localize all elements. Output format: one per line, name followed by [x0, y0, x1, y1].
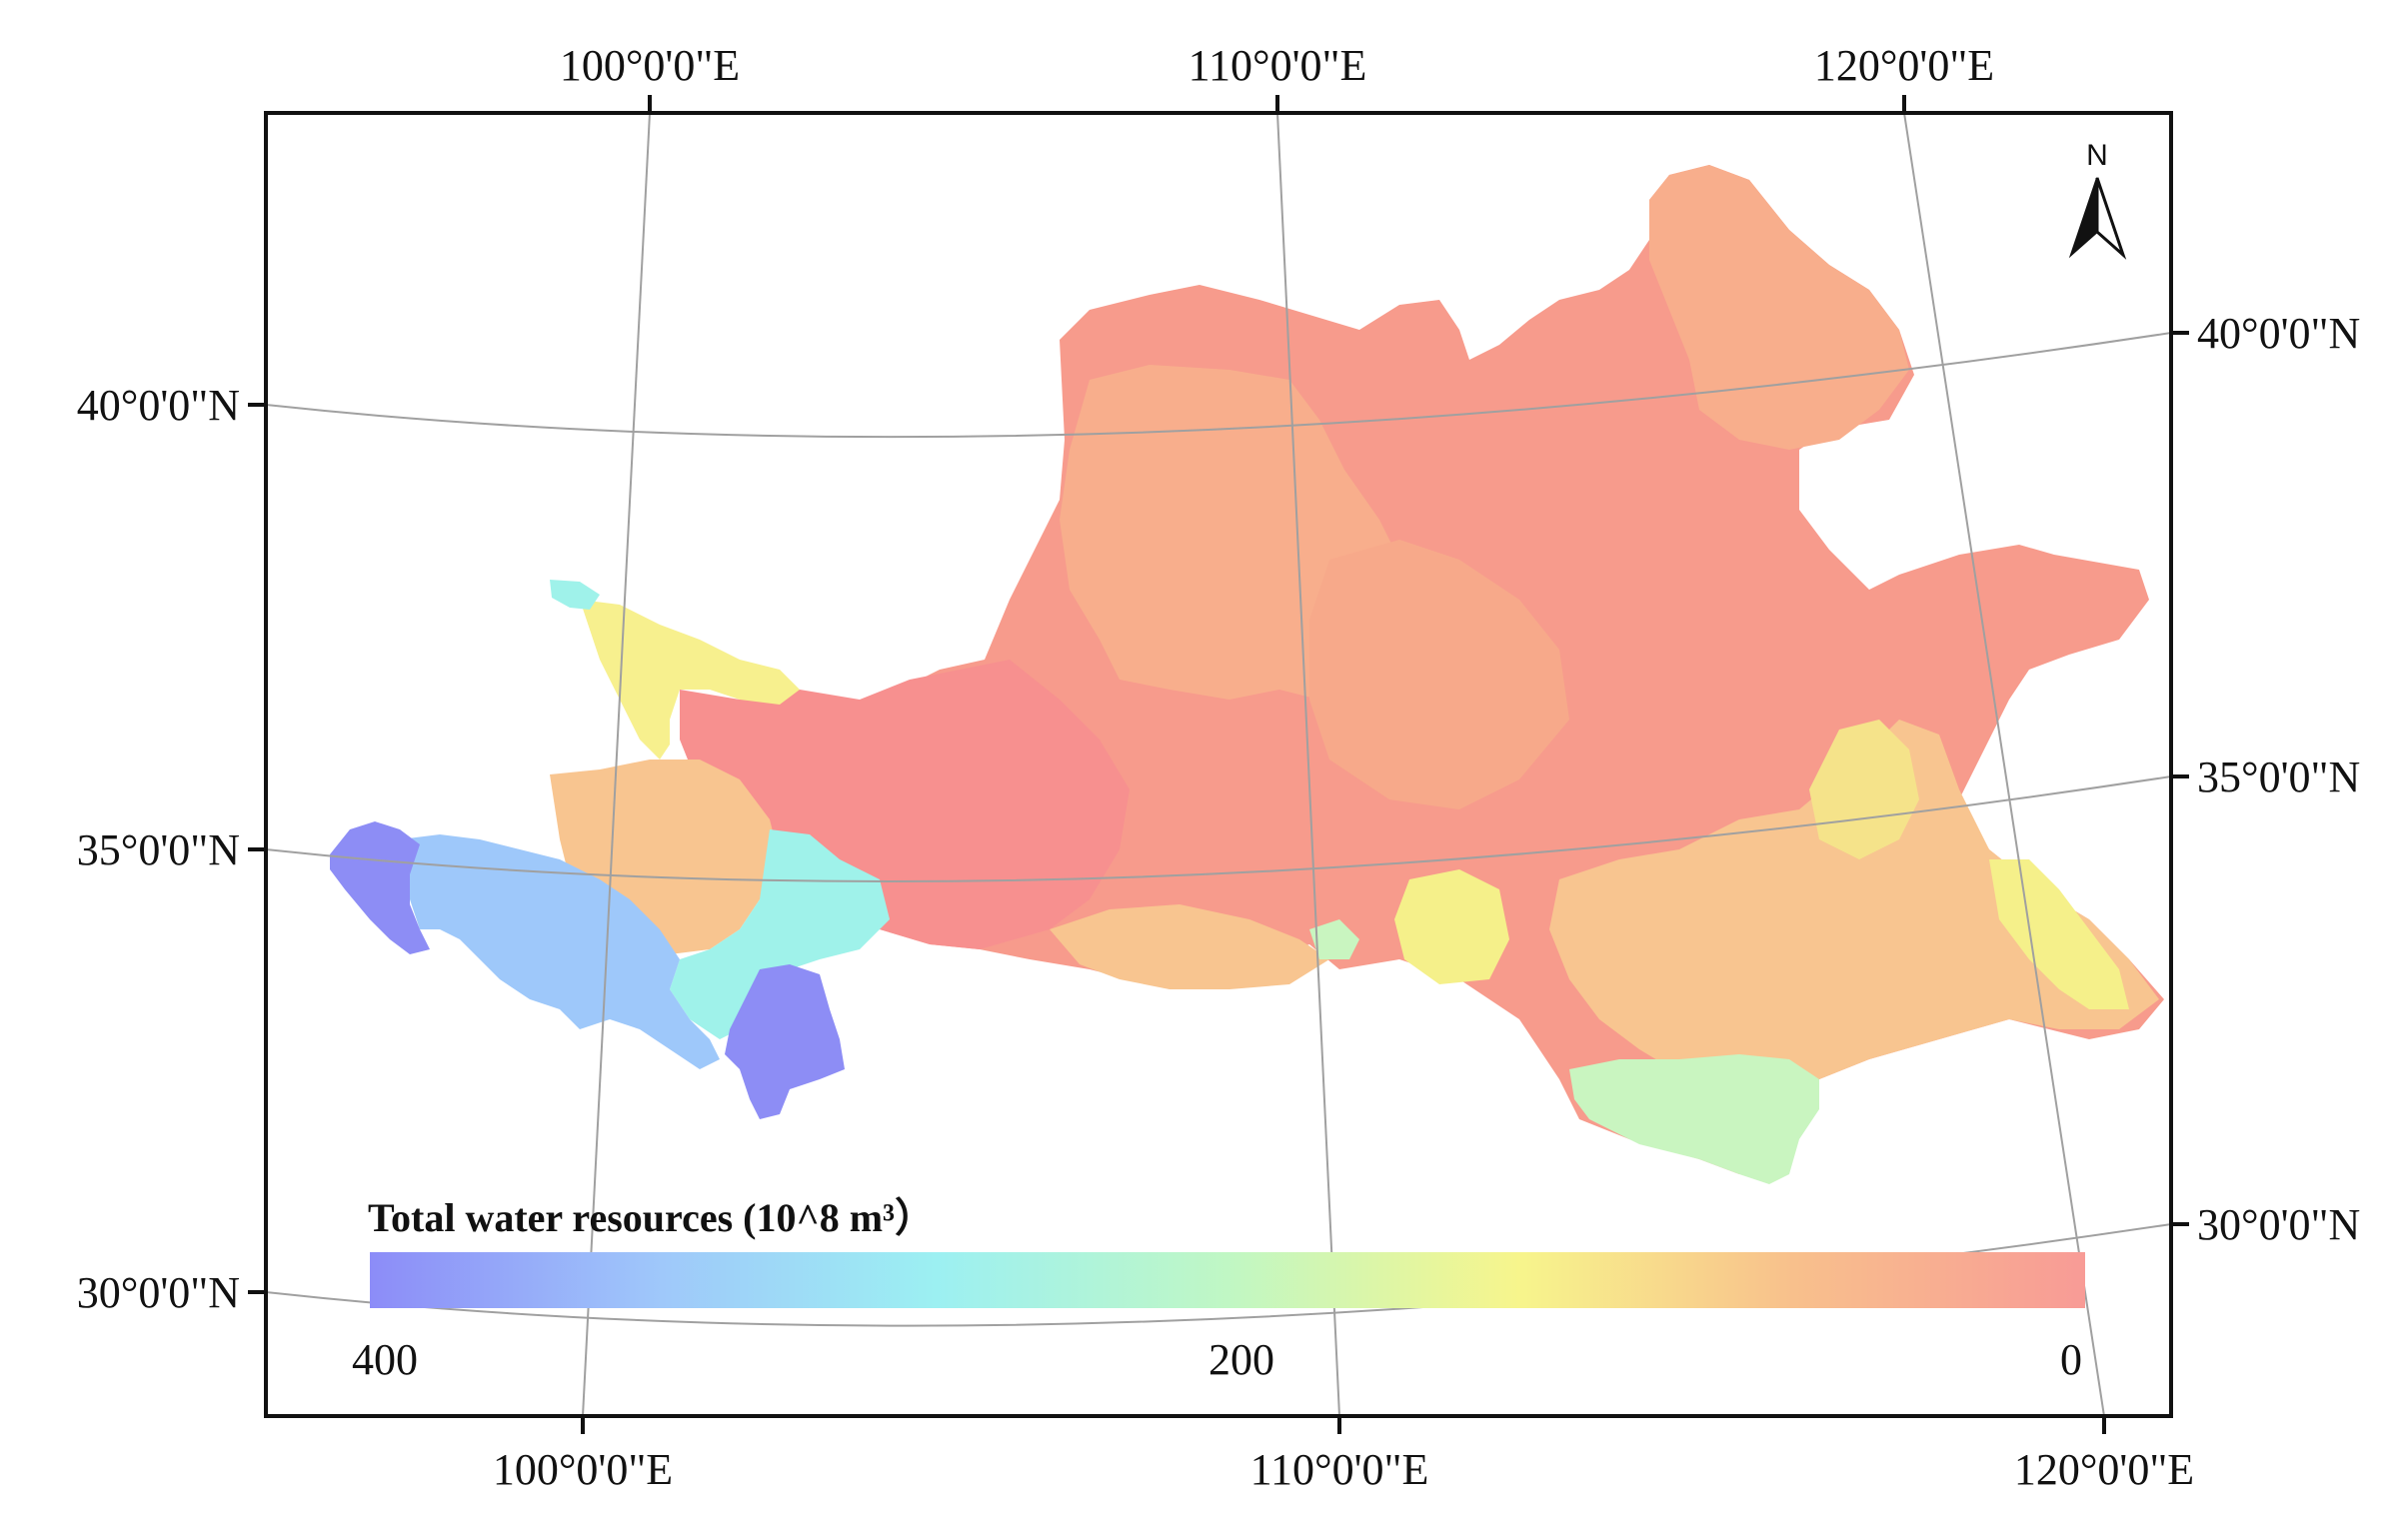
north-arrow-icon: [2068, 177, 2098, 259]
frame-ticks: [248, 95, 2189, 1434]
top-lon-label-120: 120°0'0"E: [1814, 41, 1994, 90]
left-lat-label-30: 30°0'0"N: [77, 1268, 240, 1317]
bottom-lon-label-120: 120°0'0"E: [2014, 1445, 2194, 1494]
region-west-yellow: [580, 600, 800, 760]
left-lat-label-40: 40°0'0"N: [77, 381, 240, 430]
region-orange-south: [1050, 904, 1329, 989]
right-lat-label-35: 35°0'0"N: [2197, 753, 2360, 801]
region-yellow-se: [1809, 720, 1919, 859]
basin-regions: [330, 165, 2164, 1184]
legend-tick-0: 0: [2060, 1335, 2082, 1384]
graticule: [266, 113, 2171, 1416]
legend: Total water resources (10^8 m³） 400 200 …: [352, 1195, 2085, 1384]
region-south-east: [1549, 720, 2159, 1109]
region-north-east: [1649, 165, 1909, 450]
right-lat-label-30: 30°0'0"N: [2197, 1200, 2360, 1249]
coordinate-labels: 100°0'0"E 110°0'0"E 120°0'0"E 100°0'0"E …: [77, 41, 2361, 1494]
region-light-blue: [400, 834, 720, 1069]
region-small-green: [1309, 919, 1359, 959]
parallel-35: [266, 775, 2171, 882]
region-purple-west: [330, 821, 430, 954]
north-arrow-icon-right: [2095, 177, 2127, 260]
bottom-lon-label-110: 110°0'0"E: [1250, 1445, 1429, 1494]
meridian-110: [1276, 113, 1340, 1416]
region-yellow-mid: [1394, 869, 1509, 984]
legend-colorbar: [370, 1252, 2085, 1308]
region-south-green: [1569, 1054, 1819, 1184]
meridian-100: [582, 113, 651, 1416]
legend-tick-200: 200: [1208, 1335, 1274, 1384]
top-lon-label-100: 100°0'0"E: [560, 41, 740, 90]
region-purple-south: [725, 964, 845, 1119]
right-lat-label-40: 40°0'0"N: [2197, 309, 2360, 358]
region-nw-cyan: [550, 580, 600, 610]
north-arrow: N: [2068, 139, 2127, 260]
legend-tick-400: 400: [352, 1335, 418, 1384]
north-arrow-letter: N: [2086, 139, 2108, 172]
left-lat-label-35: 35°0'0"N: [77, 825, 240, 874]
bottom-lon-label-100: 100°0'0"E: [493, 1445, 673, 1494]
top-lon-label-110: 110°0'0"E: [1189, 41, 1367, 90]
map-frame: [264, 111, 2173, 1418]
meridian-120: [1903, 113, 2105, 1416]
region-central-orange: [1309, 540, 1569, 809]
parallel-40: [266, 332, 2171, 439]
legend-title: Total water resources (10^8 m³）: [368, 1195, 935, 1240]
